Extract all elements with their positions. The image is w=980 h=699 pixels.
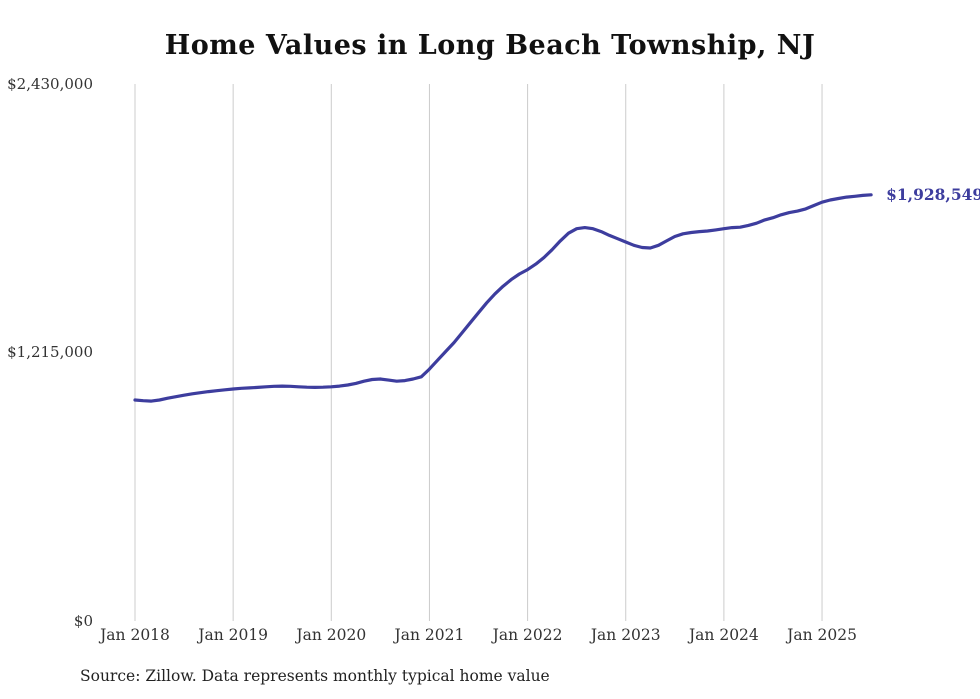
x-axis-tick-2022: Jan 2022 (492, 626, 563, 644)
gridlines (134, 84, 823, 621)
x-axis-tick-2024: Jan 2024 (688, 626, 759, 644)
home-value-line (133, 193, 873, 403)
latest-value-label: $1,928,549 (886, 184, 980, 204)
y-axis-tick-zero: $0 (73, 612, 93, 630)
x-axis-tick-2020: Jan 2020 (296, 626, 367, 644)
chart-title: Home Values in Long Beach Township, NJ (164, 30, 816, 61)
x-axis-tick-2019: Jan 2019 (198, 626, 269, 644)
x-axis-tick-2021: Jan 2021 (394, 626, 465, 644)
y-axis-tick-top: $2,430,000 (7, 75, 93, 93)
x-axis-tick-2025: Jan 2025 (787, 626, 857, 644)
x-axis-tick-2023: Jan 2023 (590, 626, 661, 644)
x-axis-tick-2018: Jan 2018 (100, 626, 170, 644)
source-note: Source: Zillow. Data represents monthly … (80, 667, 550, 685)
y-axis-tick-middle: $1,215,000 (7, 343, 93, 361)
